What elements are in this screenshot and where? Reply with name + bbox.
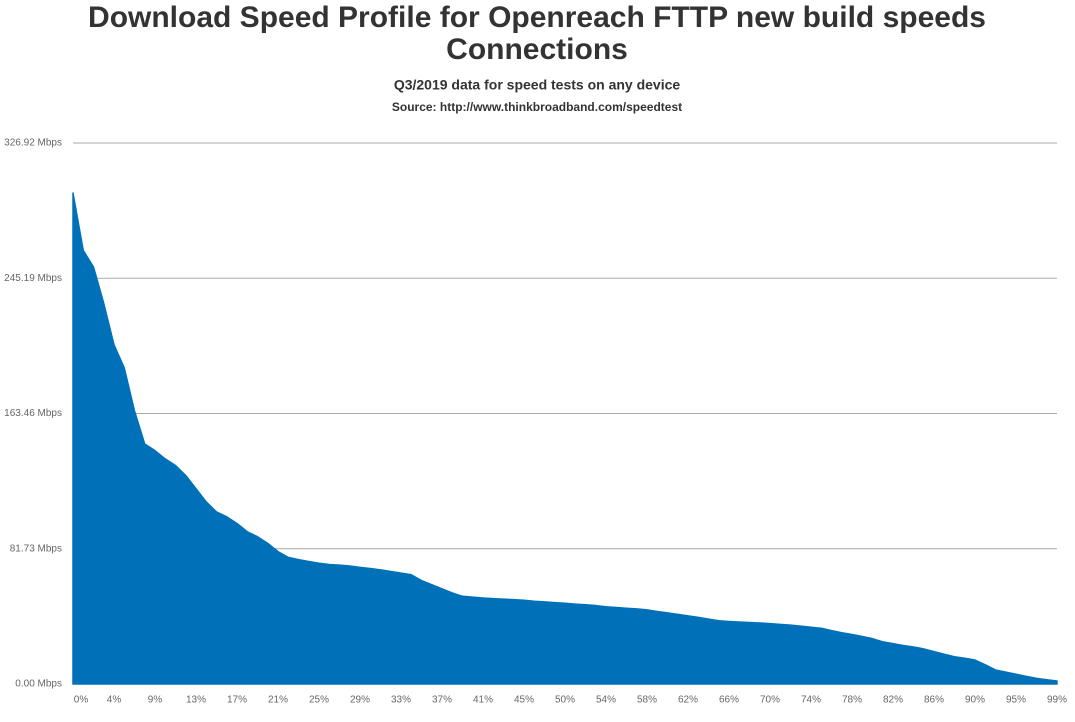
x-tick-label: 17% (227, 695, 247, 706)
chart-subtitle: Q3/2019 data for speed tests on any devi… (394, 77, 681, 93)
y-tick-label: 245.19 Mbps (4, 273, 62, 284)
y-tick-label: 163.46 Mbps (4, 408, 62, 419)
x-tick-label: 54% (596, 695, 616, 706)
x-tick-label: 25% (309, 695, 329, 706)
x-tick-label: 78% (842, 695, 862, 706)
x-tick-label: 0% (74, 695, 89, 706)
x-tick-label: 45% (514, 695, 534, 706)
x-tick-label: 21% (268, 695, 288, 706)
x-tick-label: 37% (432, 695, 452, 706)
x-tick-label: 90% (965, 695, 985, 706)
x-tick-label: 50% (555, 695, 575, 706)
chart-source: Source: http://www.thinkbroadband.com/sp… (392, 100, 682, 114)
x-tick-label: 99% (1047, 695, 1067, 706)
x-tick-label: 74% (801, 695, 821, 706)
x-tick-label: 4% (107, 695, 122, 706)
x-tick-label: 95% (1006, 695, 1026, 706)
chart-title: Download Speed Profile for Openreach FTT… (88, 1, 986, 66)
x-tick-label: 58% (637, 695, 657, 706)
x-tick-label: 70% (760, 695, 780, 706)
x-tick-label: 33% (391, 695, 411, 706)
x-tick-label: 66% (719, 695, 739, 706)
x-tick-label: 82% (883, 695, 903, 706)
x-tick-label: 29% (350, 695, 370, 706)
x-tick-label: 62% (678, 695, 698, 706)
area (72, 192, 1058, 685)
x-tick-label: 41% (473, 695, 493, 706)
y-tick-label: 326.92 Mbps (4, 138, 62, 149)
y-tick-label: 81.73 Mbps (10, 543, 62, 554)
x-tick-label: 9% (148, 695, 163, 706)
x-tick-label: 86% (924, 695, 944, 706)
x-tick-label: 13% (186, 695, 206, 706)
y-tick-label: 0.00 Mbps (15, 679, 62, 690)
